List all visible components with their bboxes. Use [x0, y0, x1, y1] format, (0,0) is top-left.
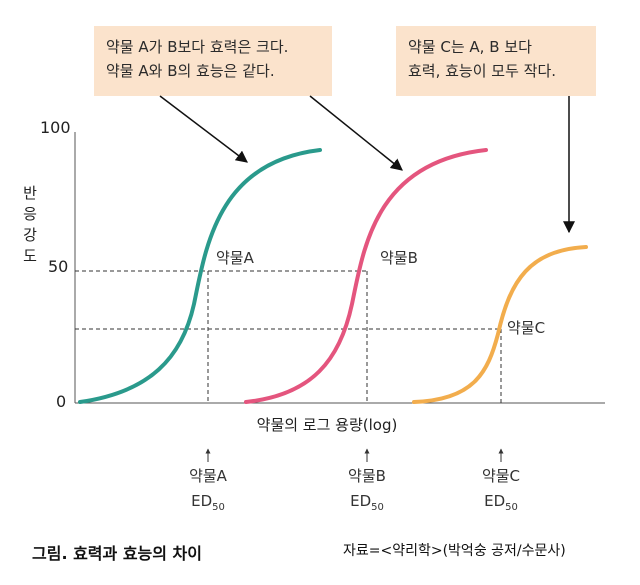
y-tick-100: 100 — [40, 118, 71, 137]
ed50-label-c: 약물C — [482, 467, 520, 485]
ed50-ed-c: ED — [484, 492, 505, 510]
ed50-marker-a: 약물A ED50 — [189, 448, 228, 513]
ed50-text-c: ED50 — [484, 492, 518, 513]
ed50-marker-c: 약물C ED50 — [482, 448, 520, 513]
series-label-drug-b: 약물B — [380, 249, 418, 267]
ed50-sub-c: 50 — [505, 502, 518, 513]
ed50-text-a: ED50 — [191, 492, 225, 513]
series-line-drug-c — [412, 245, 588, 404]
callout-ab: 약물 A가 B보다 효력은 크다. 약물 A와 B의 효능은 같다. — [94, 26, 332, 96]
callout-arrow-a — [159, 95, 248, 163]
ed50-sub-a: 50 — [212, 502, 225, 513]
callout-c-line-1: 약물 C는 A, B 보다 — [408, 38, 532, 56]
y-axis-label-char: 반 — [23, 184, 37, 202]
series-line-drug-a — [78, 148, 322, 404]
ed50-text-b: ED50 — [350, 492, 384, 513]
ed50-ed-a: ED — [191, 492, 212, 510]
series-label-drug-a: 약물A — [216, 249, 255, 267]
ed50-marker-b: 약물B ED50 — [348, 448, 386, 513]
ed50-label-a: 약물A — [189, 467, 228, 485]
y-axis-label-char: 도 — [23, 247, 37, 265]
callout-arrow-b — [309, 95, 403, 171]
callout-ab-line-1: 약물 A가 B보다 효력은 크다. — [106, 38, 289, 56]
y-tick-0: 0 — [56, 392, 66, 411]
callout-c-line-2: 효력, 효능이 모두 작다. — [408, 62, 557, 80]
y-tick-50: 50 — [48, 257, 68, 276]
x-axis-label: 약물의 로그 용량(log) — [257, 416, 398, 434]
figure-source: 자료=<약리학>(박억숭 공저/수문사) — [343, 543, 566, 559]
callout-c: 약물 C는 A, B 보다 효력, 효능이 모두 작다. — [396, 26, 596, 96]
figure-caption: 그림. 효력과 효능의 차이 — [32, 544, 202, 563]
ed50-ed-b: ED — [350, 492, 371, 510]
y-axis-label-char: 강 — [23, 226, 37, 244]
series-label-drug-c: 약물C — [507, 319, 545, 337]
ed50-label-b: 약물B — [348, 467, 386, 485]
y-axis-label-char: 응 — [23, 205, 37, 223]
callout-ab-line-2: 약물 A와 B의 효능은 같다. — [106, 62, 275, 80]
series-line-drug-b — [244, 148, 488, 404]
ed50-sub-b: 50 — [371, 502, 384, 513]
